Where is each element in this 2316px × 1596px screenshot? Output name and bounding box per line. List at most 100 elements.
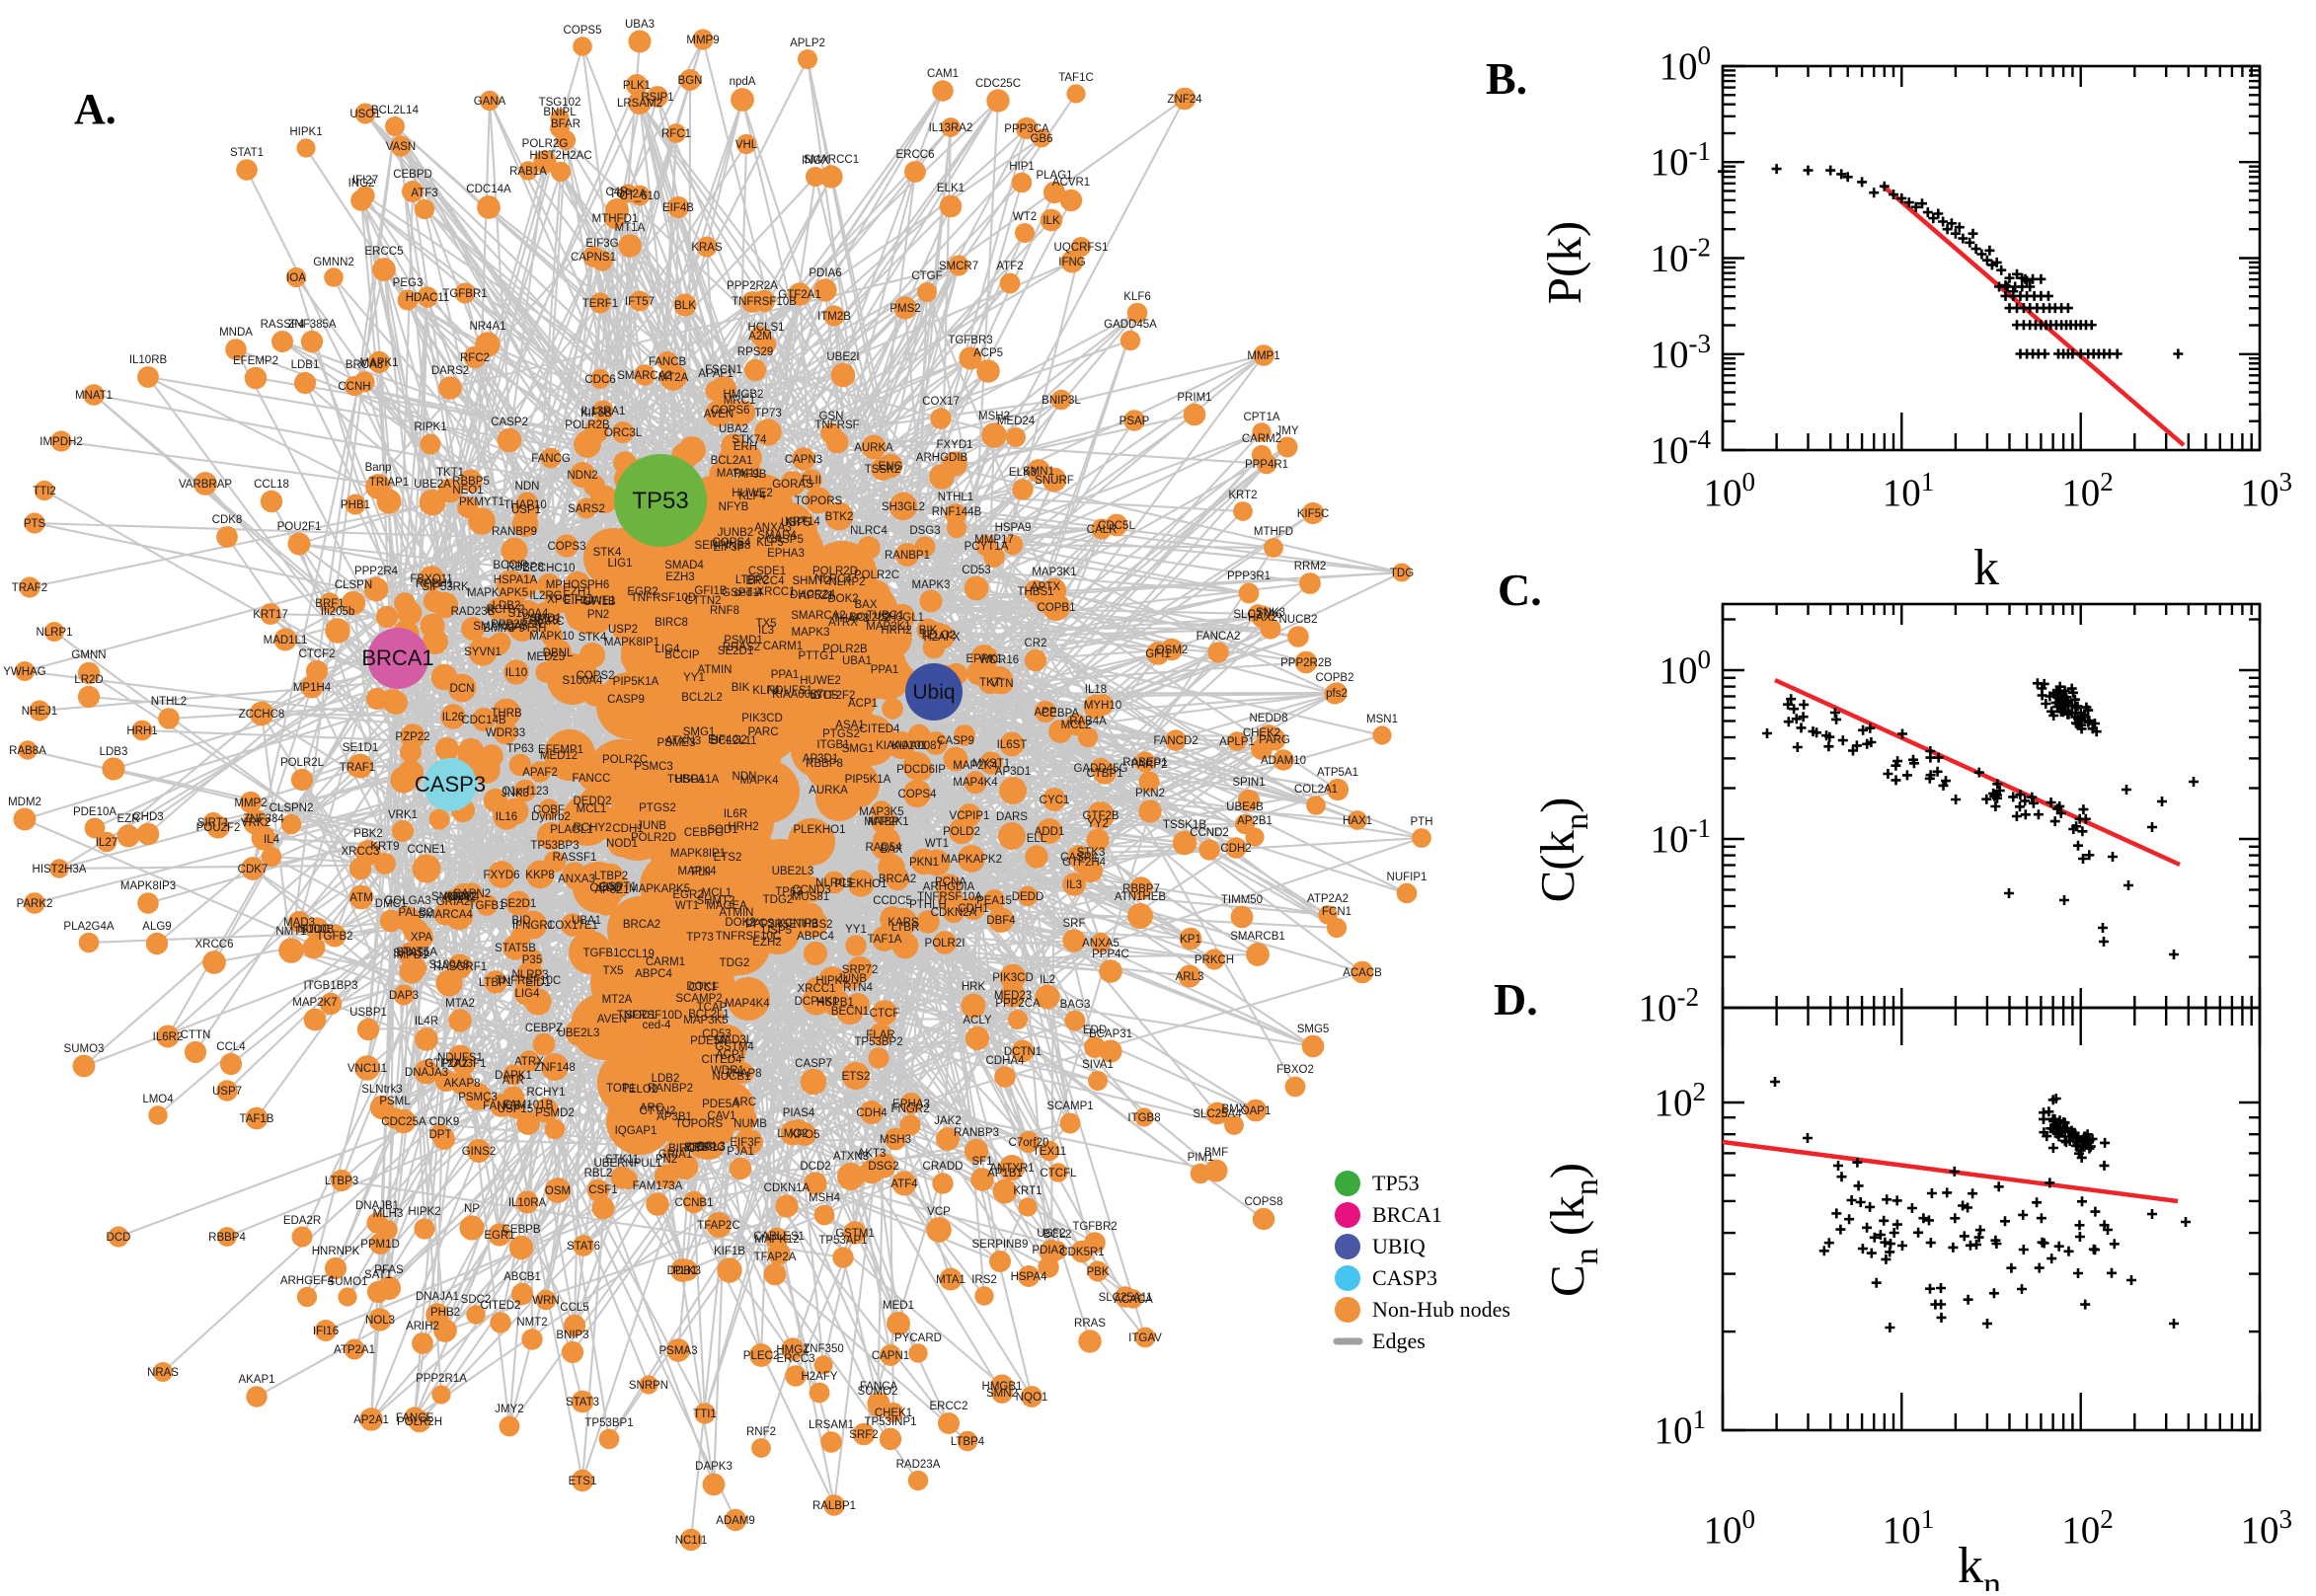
svg-text:CAPN3: CAPN3 bbox=[785, 454, 822, 466]
svg-text:KIAA0101: KIAA0101 bbox=[876, 740, 927, 752]
svg-text:UBE2L3: UBE2L3 bbox=[558, 1027, 600, 1039]
svg-text:AKAP8: AKAP8 bbox=[443, 1078, 480, 1090]
svg-text:APP: APP bbox=[1034, 707, 1056, 719]
svg-text:RASSF4: RASSF4 bbox=[261, 319, 305, 331]
svg-text:APAF2: APAF2 bbox=[522, 767, 558, 779]
svg-text:ATP2A1: ATP2A1 bbox=[334, 1344, 375, 1356]
svg-text:SCAMP1: SCAMP1 bbox=[1046, 1101, 1093, 1112]
svg-text:NDN: NDN bbox=[515, 481, 540, 493]
svg-text:UBE2I: UBE2I bbox=[826, 351, 859, 363]
svg-text:CLSPN2: CLSPN2 bbox=[270, 802, 314, 814]
svg-text:MAPK8IP3: MAPK8IP3 bbox=[120, 880, 176, 892]
svg-text:TP73: TP73 bbox=[754, 408, 782, 419]
svg-text:GMNN2: GMNN2 bbox=[313, 257, 354, 268]
svg-text:CABLES1: CABLES1 bbox=[753, 1231, 805, 1243]
svg-text:RANBP3: RANBP3 bbox=[954, 1127, 999, 1139]
svg-text:TTI1: TTI1 bbox=[693, 1408, 717, 1420]
svg-text:MYH10: MYH10 bbox=[1084, 700, 1121, 712]
svg-text:EFEMP2: EFEMP2 bbox=[233, 355, 278, 367]
svg-text:HNRNPK: HNRNPK bbox=[312, 1246, 360, 1257]
svg-text:FLII: FLII bbox=[691, 867, 711, 878]
svg-text:CD53: CD53 bbox=[962, 565, 990, 576]
svg-text:MTA2: MTA2 bbox=[445, 998, 475, 1010]
svg-text:TNFRSF10C: TNFRSF10C bbox=[716, 931, 781, 943]
svg-text:ARHGDIA: ARHGDIA bbox=[923, 881, 975, 893]
svg-text:TGFBR3: TGFBR3 bbox=[948, 335, 992, 346]
svg-text:BIRC8: BIRC8 bbox=[655, 617, 688, 629]
svg-text:RBBP8: RBBP8 bbox=[806, 758, 843, 770]
svg-text:KRT1: KRT1 bbox=[1013, 1185, 1042, 1197]
svg-text:ARHGDIB: ARHGDIB bbox=[916, 452, 968, 464]
svg-text:NFYB: NFYB bbox=[719, 501, 749, 513]
svg-text:MT2A: MT2A bbox=[602, 994, 633, 1006]
svg-text:ATF3: ATF3 bbox=[411, 188, 437, 199]
svg-text:SARS2: SARS2 bbox=[568, 503, 605, 515]
svg-text:PPA1: PPA1 bbox=[771, 669, 800, 681]
svg-text:LIG1: LIG1 bbox=[608, 558, 633, 570]
svg-text:AP2B1: AP2B1 bbox=[1237, 815, 1273, 827]
svg-text:CPT1A: CPT1A bbox=[1243, 412, 1279, 423]
svg-text:ACVR1: ACVR1 bbox=[1052, 177, 1090, 189]
svg-text:PRIM1: PRIM1 bbox=[1177, 392, 1211, 404]
svg-text:ACIN1: ACIN1 bbox=[442, 891, 476, 903]
svg-text:RAD23B: RAD23B bbox=[451, 606, 496, 618]
svg-text:PSML: PSML bbox=[379, 1096, 411, 1107]
svg-text:CCND2: CCND2 bbox=[1190, 827, 1229, 839]
svg-text:RRAS: RRAS bbox=[1074, 1318, 1106, 1330]
svg-text:k: k bbox=[1973, 540, 1999, 596]
svg-text:NDN2: NDN2 bbox=[567, 470, 597, 482]
svg-text:SRF2: SRF2 bbox=[849, 1429, 878, 1441]
svg-text:RBBP4: RBBP4 bbox=[208, 1232, 246, 1244]
svg-text:CASP9: CASP9 bbox=[937, 735, 974, 747]
svg-text:IL4R: IL4R bbox=[415, 1016, 438, 1027]
svg-text:DSG3: DSG3 bbox=[909, 525, 940, 537]
svg-text:ERCC6: ERCC6 bbox=[896, 149, 935, 161]
svg-text:CT_610: CT_610 bbox=[620, 190, 660, 202]
svg-text:LYCS: LYCS bbox=[810, 690, 839, 702]
svg-text:CCL3: CCL3 bbox=[696, 1141, 725, 1153]
svg-text:MRC1: MRC1 bbox=[724, 395, 756, 407]
svg-text:SE1D1: SE1D1 bbox=[343, 742, 378, 754]
svg-text:RTN4: RTN4 bbox=[843, 982, 873, 994]
svg-text:SMAD4: SMAD4 bbox=[664, 560, 704, 571]
svg-text:LTBP1: LTBP1 bbox=[479, 977, 512, 989]
svg-text:VNC1I1: VNC1I1 bbox=[347, 1063, 387, 1075]
svg-text:IFT57: IFT57 bbox=[625, 296, 655, 308]
svg-text:CEBPG: CEBPG bbox=[684, 827, 724, 839]
svg-text:GADD45G: GADD45G bbox=[1074, 763, 1128, 775]
svg-text:EDA2R: EDA2R bbox=[283, 1215, 321, 1227]
svg-text:KIF1B: KIF1B bbox=[714, 1246, 745, 1257]
svg-text:npdA: npdA bbox=[730, 76, 756, 88]
svg-text:IFNG: IFNG bbox=[1058, 257, 1086, 268]
svg-text:PTHLH: PTHLH bbox=[909, 899, 947, 911]
svg-text:CTCF: CTCF bbox=[870, 1008, 900, 1020]
svg-text:XPA: XPA bbox=[411, 932, 432, 944]
svg-text:EZR: EZR bbox=[117, 813, 140, 825]
svg-text:RABEP1: RABEP1 bbox=[1122, 757, 1167, 769]
svg-text:CDK5R1: CDK5R1 bbox=[1059, 1247, 1104, 1258]
svg-text:RIPK1: RIPK1 bbox=[414, 421, 446, 433]
svg-text:DBF4: DBF4 bbox=[986, 915, 1016, 927]
svg-text:H2AFX: H2AFX bbox=[923, 632, 960, 644]
svg-text:VARBRAP: VARBRAP bbox=[179, 479, 232, 491]
svg-text:MNDA: MNDA bbox=[219, 327, 253, 339]
svg-text:MAP2K1: MAP2K1 bbox=[866, 621, 910, 633]
svg-text:TERF1: TERF1 bbox=[582, 298, 618, 310]
svg-text:TNFRSF10B: TNFRSF10B bbox=[732, 296, 797, 308]
svg-text:ARC: ARC bbox=[640, 1102, 663, 1114]
svg-text:TAF1B: TAF1B bbox=[240, 1113, 274, 1125]
svg-text:SYVN1: SYVN1 bbox=[464, 646, 502, 658]
svg-text:DEDD2: DEDD2 bbox=[574, 796, 612, 807]
svg-text:DNAJA1: DNAJA1 bbox=[416, 1291, 459, 1303]
svg-text:PPM1D: PPM1D bbox=[360, 1239, 400, 1251]
svg-text:PDE5A: PDE5A bbox=[702, 1099, 739, 1110]
svg-text:NLRP1: NLRP1 bbox=[36, 627, 72, 639]
svg-text:ATF4: ATF4 bbox=[890, 1178, 918, 1190]
svg-text:VRK2: VRK2 bbox=[241, 817, 270, 829]
svg-text:ARHGEF4: ARHGEF4 bbox=[280, 1275, 335, 1287]
svg-text:TOPORS: TOPORS bbox=[795, 495, 843, 507]
svg-text:MAPKAPK5: MAPKAPK5 bbox=[629, 883, 690, 895]
svg-text:MAPK3: MAPK3 bbox=[792, 627, 830, 639]
svg-text:LMO4: LMO4 bbox=[142, 1094, 174, 1105]
svg-text:ATP2A2: ATP2A2 bbox=[1307, 893, 1349, 905]
